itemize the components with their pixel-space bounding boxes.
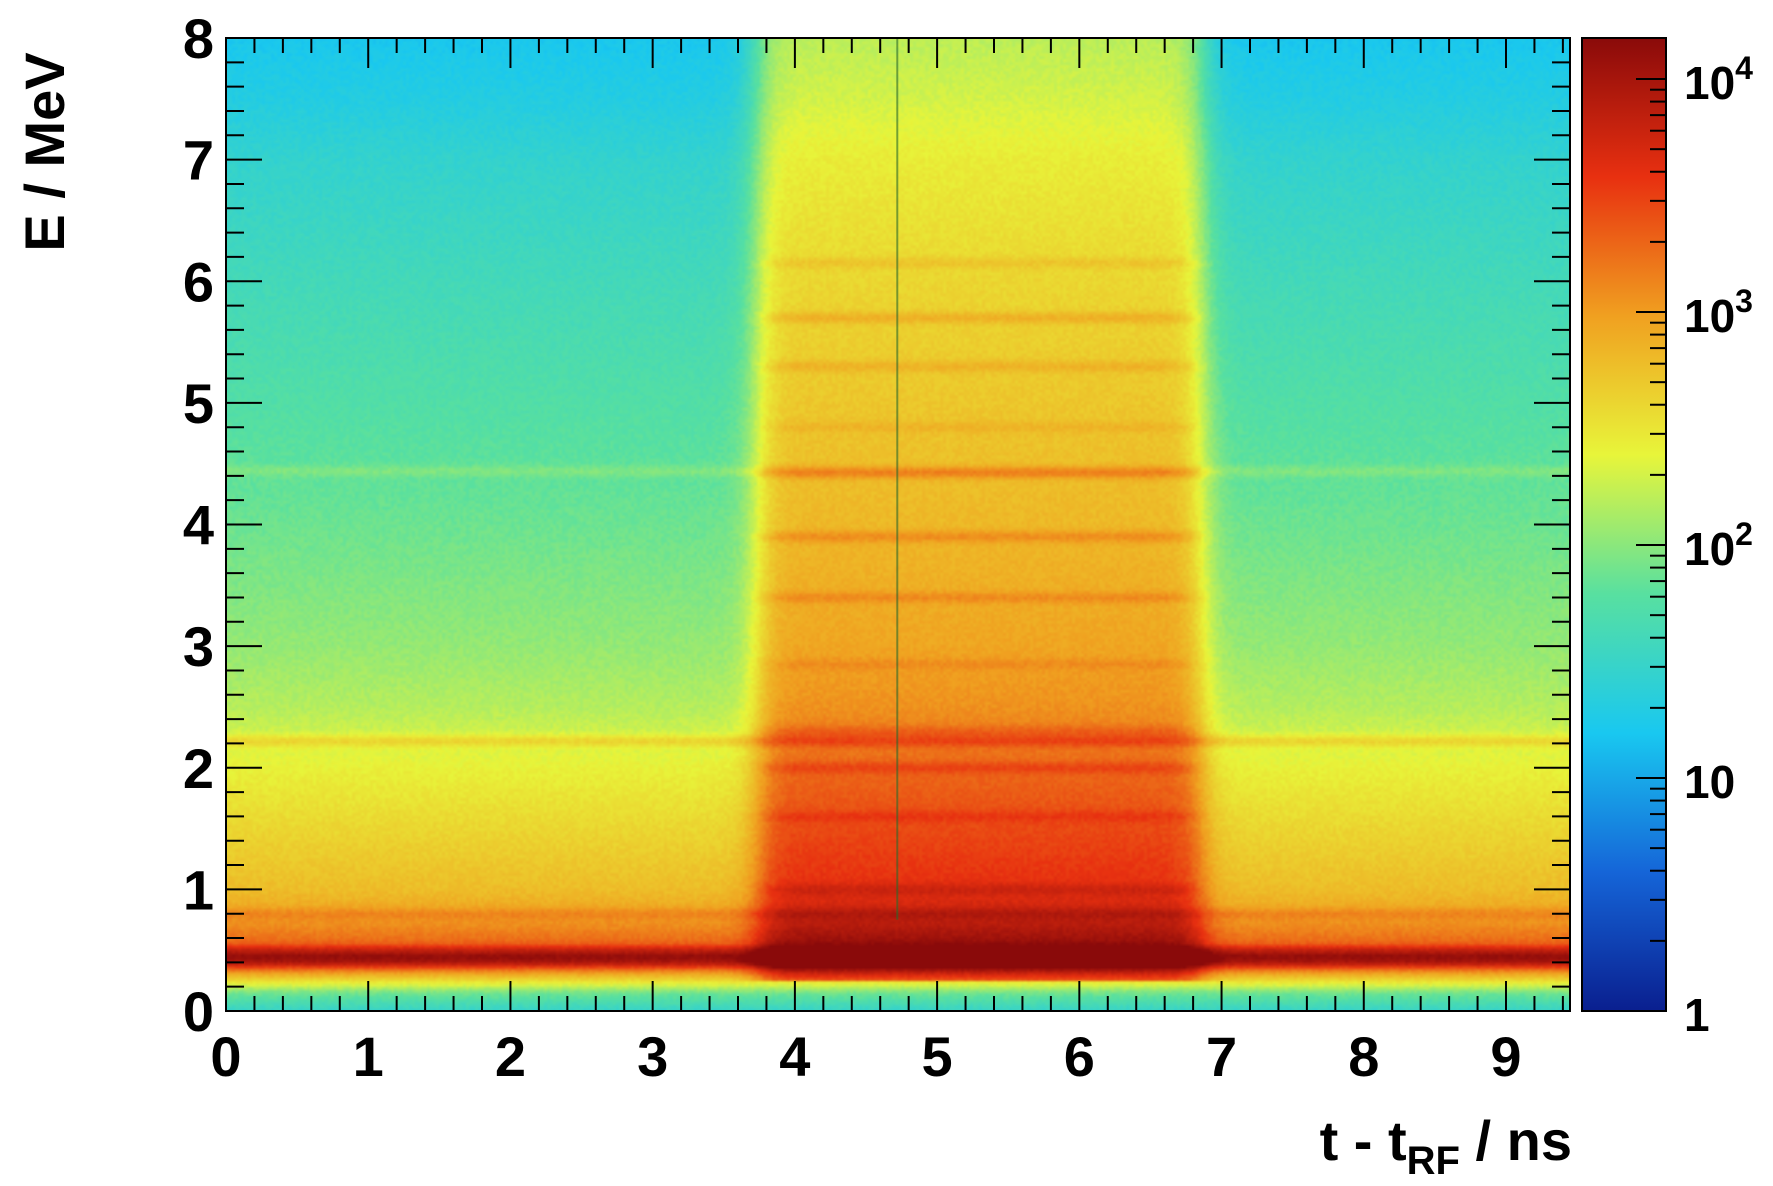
x-axis-label: t - tRF / ns bbox=[1320, 1109, 1572, 1183]
colorbar-ticks bbox=[1636, 78, 1666, 1012]
x-axis-label-sub: RF bbox=[1407, 1139, 1460, 1183]
x-tick-label: 4 bbox=[779, 1025, 810, 1088]
x-tick-label: 8 bbox=[1348, 1025, 1379, 1088]
y-axis-tick-labels: 0 1 2 3 4 5 6 7 8 bbox=[183, 7, 214, 1043]
colorbar-tick-label: 104 bbox=[1684, 50, 1753, 109]
colorbar-tick-label: 10 bbox=[1684, 756, 1735, 808]
y-tick-label: 4 bbox=[183, 494, 214, 557]
y-tick-label: 3 bbox=[183, 615, 214, 678]
y-tick-label: 7 bbox=[183, 129, 214, 192]
x-tick-label: 9 bbox=[1490, 1025, 1521, 1088]
x-axis-label-main: t - t bbox=[1320, 1109, 1407, 1172]
x-axis-ticks bbox=[225, 38, 1564, 1011]
y-tick-label: 5 bbox=[183, 372, 214, 435]
colorbar-tick-label: 1 bbox=[1684, 989, 1710, 1041]
y-tick-label: 8 bbox=[183, 7, 214, 70]
x-tick-label: 6 bbox=[1064, 1025, 1095, 1088]
y-tick-label: 1 bbox=[183, 858, 214, 921]
x-tick-label: 0 bbox=[210, 1025, 241, 1088]
y-axis-label: E / MeV bbox=[13, 52, 76, 251]
x-tick-label: 1 bbox=[353, 1025, 384, 1088]
x-tick-label: 7 bbox=[1206, 1025, 1237, 1088]
y-tick-label: 6 bbox=[183, 250, 214, 313]
x-tick-label: 5 bbox=[922, 1025, 953, 1088]
colorbar-tick-label: 103 bbox=[1684, 283, 1753, 342]
x-tick-label: 3 bbox=[637, 1025, 668, 1088]
y-tick-label: 0 bbox=[183, 980, 214, 1043]
x-axis-tick-labels: 0 1 2 3 4 5 6 7 8 9 bbox=[210, 1025, 1521, 1088]
y-axis-ticks bbox=[226, 37, 1570, 1012]
colorbar-tick-labels: 1 10 102 103 104 bbox=[1684, 50, 1753, 1041]
y-tick-label: 2 bbox=[183, 737, 214, 800]
colorbar-tick-label: 102 bbox=[1684, 516, 1753, 575]
x-tick-label: 2 bbox=[495, 1025, 526, 1088]
x-axis-label-unit: / ns bbox=[1460, 1109, 1572, 1172]
colorbar bbox=[1581, 37, 1667, 1012]
